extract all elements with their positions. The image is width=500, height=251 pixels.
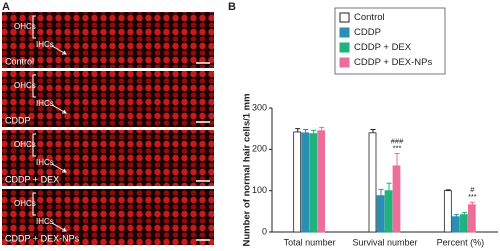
error-bar [295,128,301,132]
bar [443,190,452,233]
significance-mark: ### [391,136,404,145]
bar [376,195,385,233]
ihc-arrow [51,163,67,173]
significance-mark: *** [468,192,477,201]
error-bar [378,188,384,196]
ohc-bracket [32,192,36,216]
panel-label: A [2,1,10,13]
ihc-label: IHCs [36,40,54,49]
legend-swatch [339,27,350,38]
x-tick-label: Percent (%) [437,237,485,247]
error-bar [303,128,309,133]
bar [317,130,326,233]
panel-label: B [228,1,236,13]
ohc-label: OHCs [14,199,36,208]
bar [459,214,468,233]
micrograph [2,71,214,127]
bar [368,132,377,233]
significance-mark: *** [393,143,402,152]
ohc-bracket [32,74,36,98]
ohc-label: OHCs [14,81,36,90]
legend-swatch [339,12,350,23]
bar [451,216,460,233]
y-tick-label: 200 [252,144,267,154]
micrograph [2,189,214,245]
ohc-bracket [32,15,36,39]
legend-label: Control [354,12,385,23]
y-tick-label: 100 [252,185,267,195]
ohc-bracket [32,133,36,157]
image-label: CDDP + DEX [5,174,59,184]
bar [467,204,476,233]
error-bar [370,128,376,133]
y-axis-title: Number of normal hair cells/1 mm [242,93,253,246]
ohc-label: OHCs [14,22,36,31]
bar [301,132,310,233]
bar [384,190,393,233]
error-bar [394,152,400,166]
ohc-label: OHCs [14,140,36,149]
error-bar [311,129,317,134]
ihc-arrow [51,222,67,232]
image-label: Control [5,56,34,66]
legend-label: CDDP + DEX-NPs [354,57,432,68]
micrographs: OHCsIHCsControlOHCsIHCsCDDPOHCsIHCsCDDP … [2,12,214,245]
error-bar [386,182,392,191]
ihc-arrow [51,104,67,114]
micrograph [2,130,214,186]
ihc-label: IHCs [36,99,54,108]
bar [309,133,318,233]
image-label: CDDP + DEX-NPs [5,233,80,243]
y-tick-label: 300 [252,102,267,112]
error-bar [469,201,475,205]
legend-swatch [339,57,350,68]
legend-label: CDDP + DEX [354,42,412,53]
bar [293,131,302,233]
x-tick-label: Total number [284,237,336,247]
micrograph [2,12,214,68]
ihc-label: IHCs [36,217,54,226]
ihc-label: IHCs [36,158,54,167]
chart: B Number of normal hair cells/1 mm 0 100 2… [228,1,498,247]
error-bar [319,126,325,131]
ihc-arrow [51,45,67,55]
x-tick-label: Survival number [352,237,417,247]
significance-mark: # [470,185,475,194]
legend-label: CDDP [354,27,381,38]
bar [392,165,401,233]
image-label: CDDP [5,115,31,125]
legend-box [334,7,446,75]
y-tick-label: 0 [262,226,267,236]
legend-swatch [339,42,350,53]
